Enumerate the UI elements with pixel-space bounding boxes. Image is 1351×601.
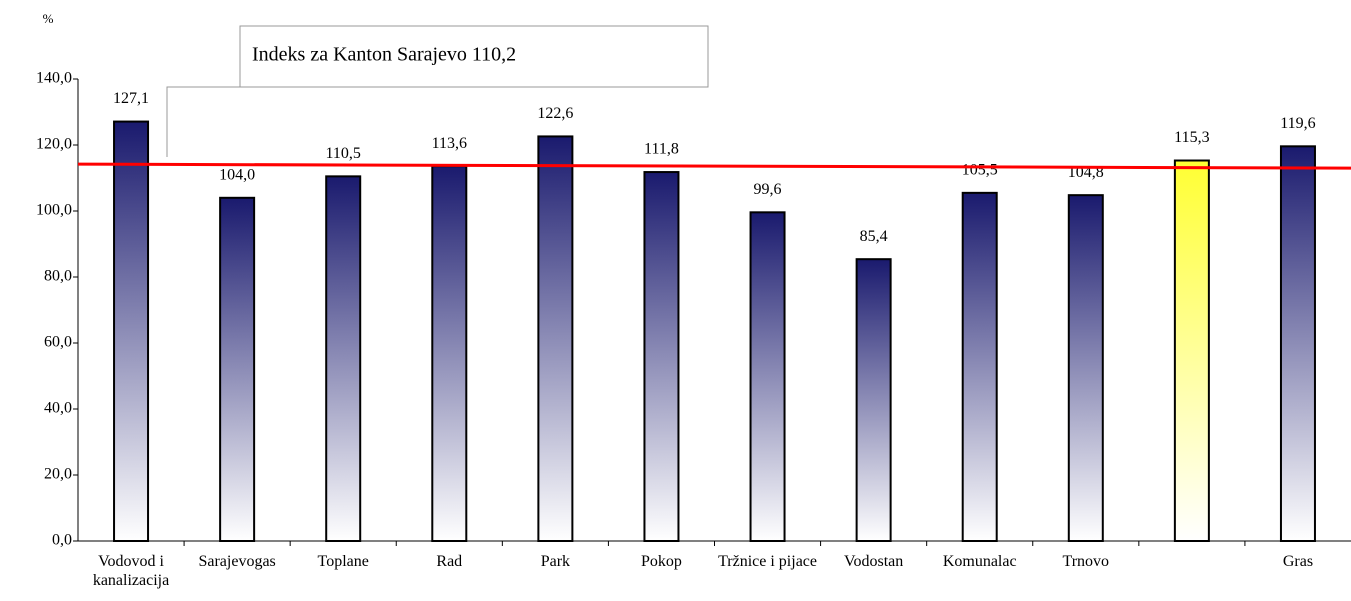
y-axis-label: % bbox=[43, 11, 54, 26]
bar bbox=[537, 135, 574, 542]
value-label: 127,1 bbox=[113, 90, 149, 107]
bar bbox=[1067, 194, 1104, 542]
x-tick-label: Sarajevogas bbox=[198, 553, 276, 570]
x-tick-label: Rad bbox=[436, 553, 463, 570]
y-tick-label: 60,0 bbox=[44, 334, 72, 351]
x-tick-label: Vodovod i kanalizacija bbox=[92, 553, 170, 589]
x-tick-label: Tržnice i pijace bbox=[718, 553, 817, 570]
value-label: 85,4 bbox=[860, 228, 888, 245]
x-tick-label: Trnovo bbox=[1062, 553, 1110, 570]
value-label: 119,6 bbox=[1280, 115, 1315, 132]
reference-line bbox=[77, 162, 1351, 170]
bar bbox=[1279, 145, 1316, 542]
x-tick-label: Park bbox=[540, 553, 571, 570]
bar bbox=[113, 120, 150, 542]
value-label: 111,8 bbox=[644, 141, 679, 158]
value-label: 105,5 bbox=[962, 162, 998, 179]
value-label: 104,0 bbox=[219, 166, 255, 183]
annotation-box bbox=[239, 25, 709, 88]
x-tick-label: Pokop bbox=[641, 553, 682, 570]
y-tick-label: 20,0 bbox=[44, 466, 72, 483]
bar bbox=[961, 191, 998, 542]
bar bbox=[1173, 159, 1210, 542]
annotation: Indeks za Kanton Sarajevo 110,2 bbox=[252, 44, 516, 66]
y-tick-label: 120,0 bbox=[36, 136, 72, 153]
bar bbox=[325, 175, 362, 542]
value-label: 113,6 bbox=[432, 135, 467, 152]
y-tick-label: 40,0 bbox=[44, 400, 72, 417]
y-tick-label: 80,0 bbox=[44, 268, 72, 285]
y-tick-label: 140,0 bbox=[36, 70, 72, 87]
y-tick-label: 0,0 bbox=[52, 532, 72, 549]
bar bbox=[431, 165, 468, 542]
value-label: 115,3 bbox=[1174, 129, 1209, 146]
bar bbox=[749, 211, 786, 542]
y-tick-label: 100,0 bbox=[36, 202, 72, 219]
x-tick-label: Komunalac bbox=[942, 553, 1017, 570]
annotation-connector bbox=[166, 86, 240, 157]
value-label: 99,6 bbox=[754, 181, 782, 198]
bar bbox=[219, 196, 256, 543]
x-tick-label: Vodostan bbox=[843, 553, 904, 570]
bar bbox=[855, 258, 892, 542]
value-label: 110,5 bbox=[326, 145, 361, 162]
value-label: 122,6 bbox=[537, 105, 573, 122]
x-tick-label: Gras bbox=[1282, 553, 1314, 570]
bar bbox=[643, 171, 680, 542]
x-tick-label: Toplane bbox=[317, 553, 369, 570]
